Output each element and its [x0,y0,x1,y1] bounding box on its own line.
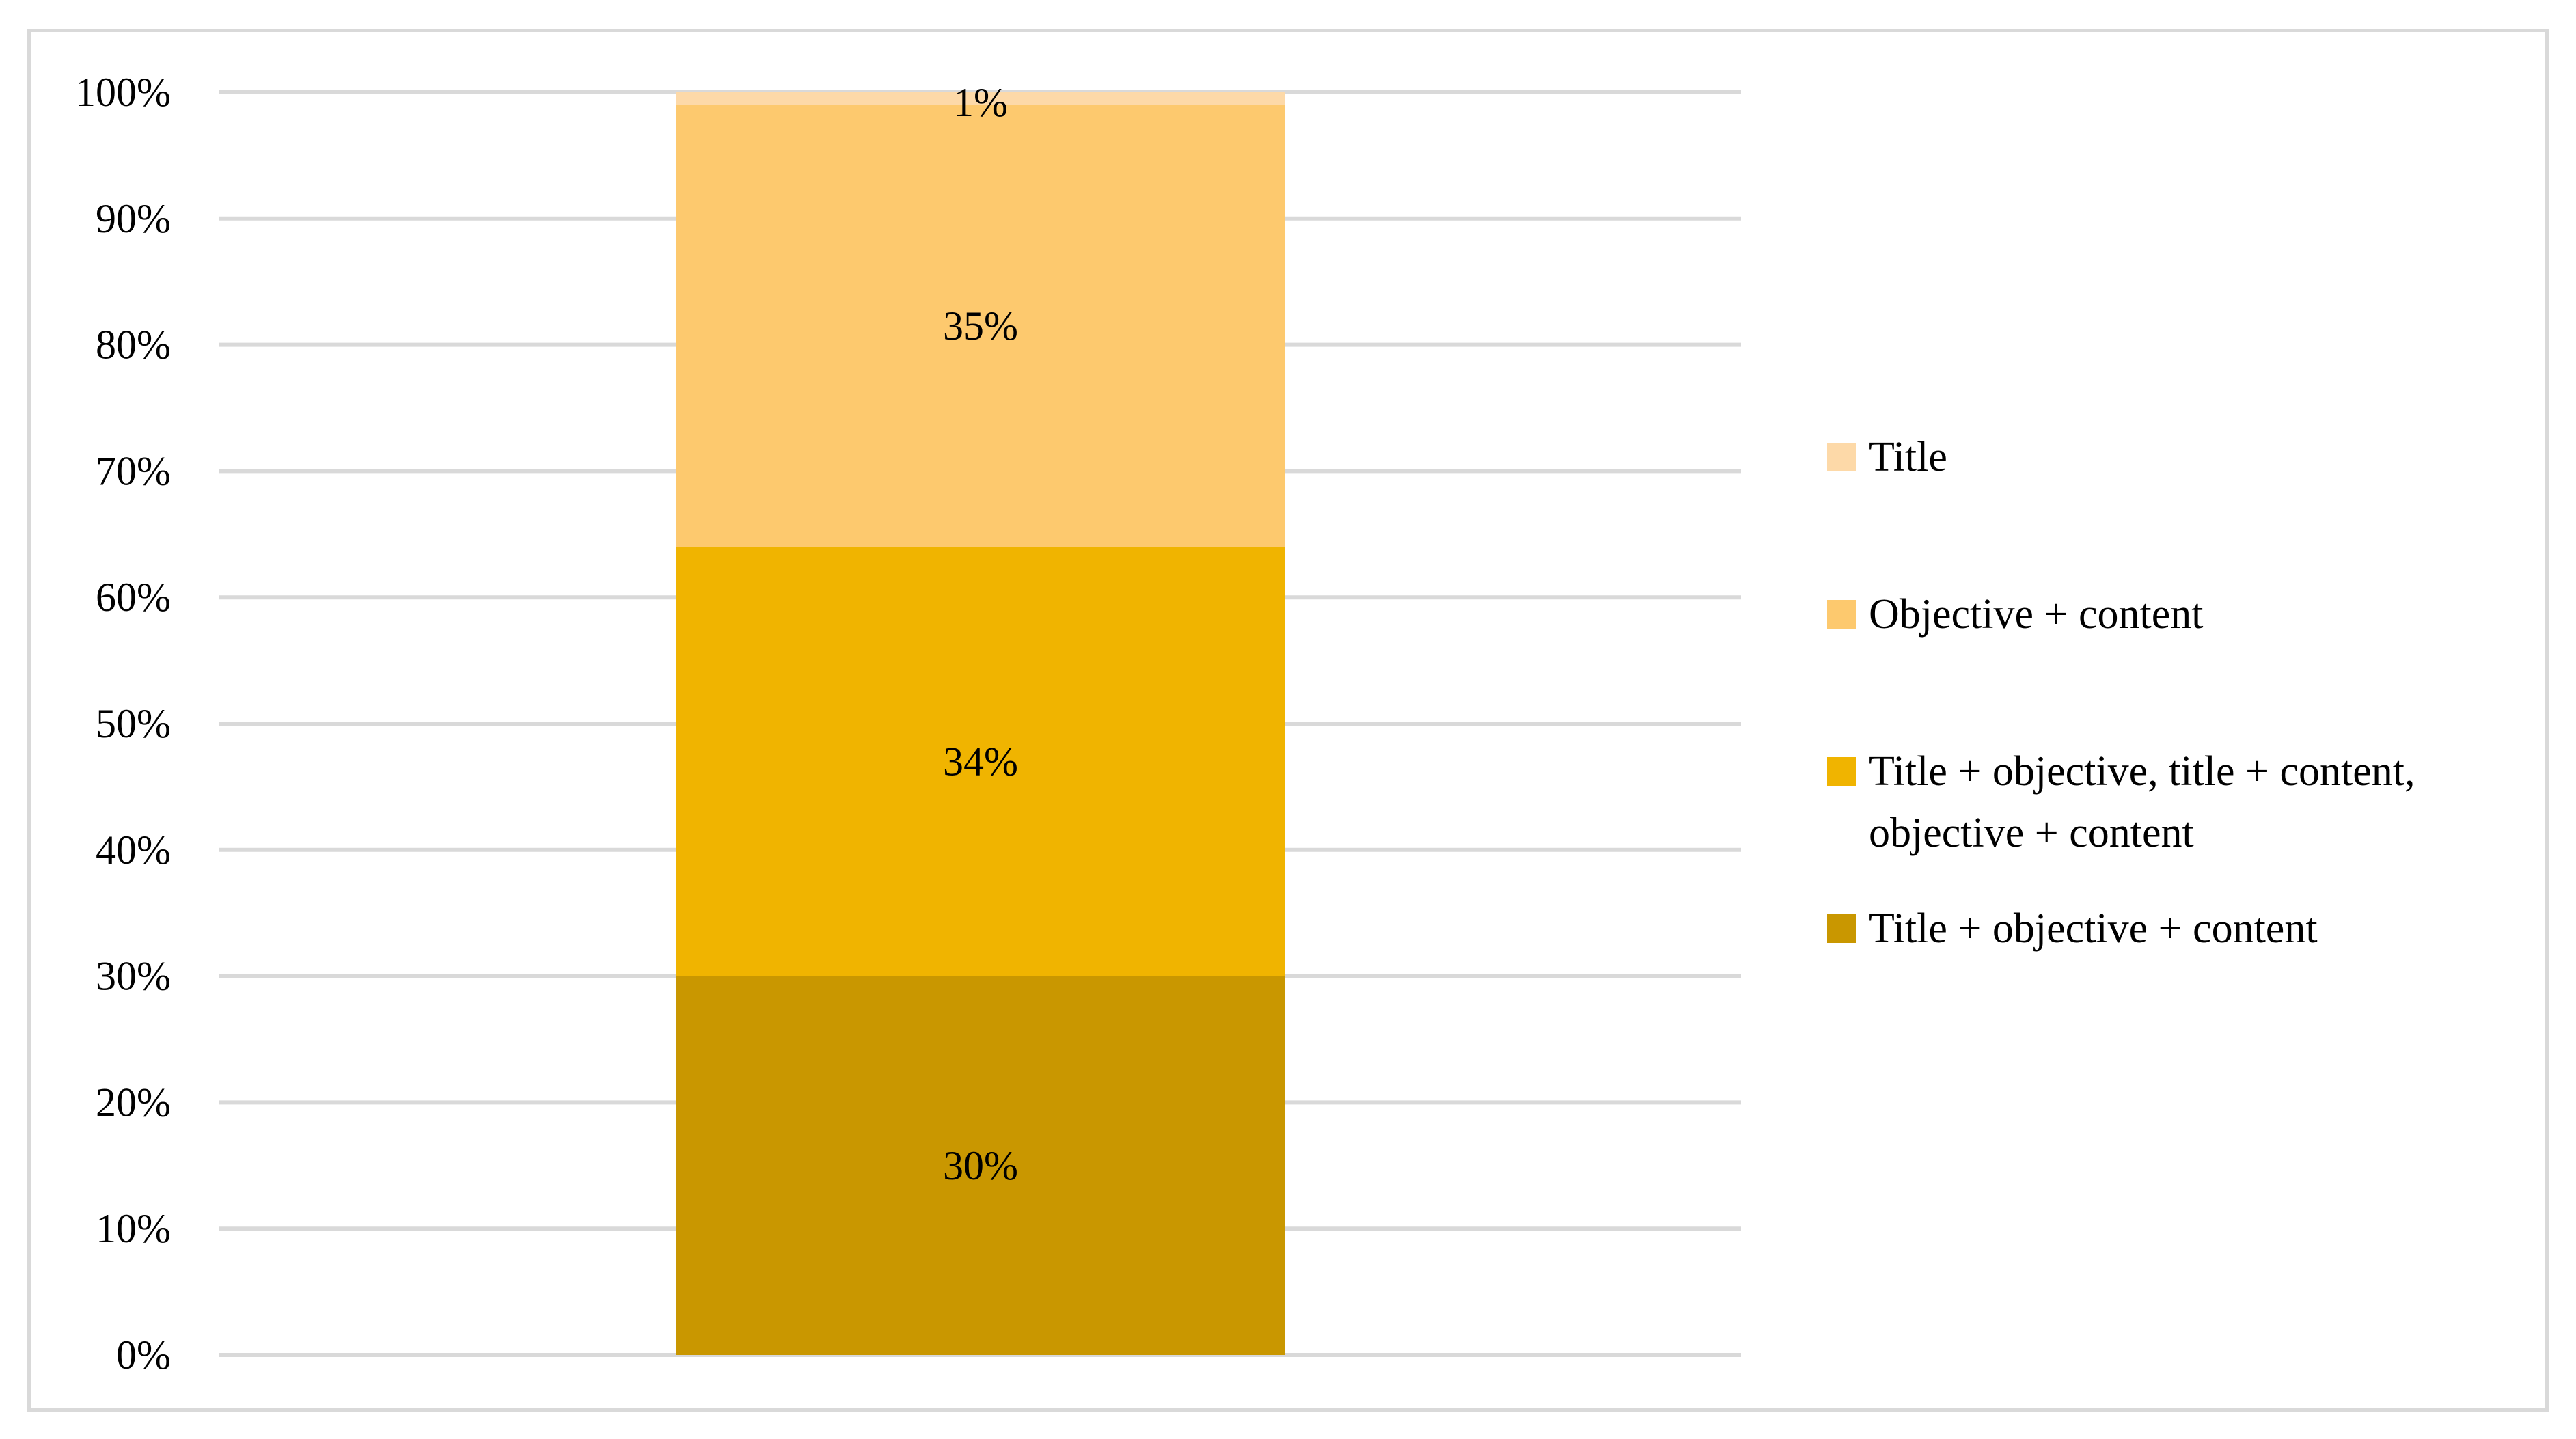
legend-swatch [1827,443,1856,471]
y-tick-label: 70% [96,448,171,493]
y-tick-label: 30% [96,954,171,999]
y-tick-label: 10% [96,1206,171,1251]
legend-item-label: Objective + content [1869,591,2203,638]
legend-swatch [1827,914,1856,943]
data-label: 1% [953,80,1008,125]
y-tick-label: 20% [96,1080,171,1125]
data-label: 34% [943,739,1018,784]
bar-segment [676,92,1285,105]
bar-segment [676,976,1285,1355]
y-tick-label: 50% [96,701,171,746]
legend-item-label: Title + objective, title + content, objec… [1869,748,2415,856]
bar-segment [676,547,1285,976]
legend: Title Objective + content Title + objectiv… [1827,434,2415,952]
legend-swatch [1827,757,1856,786]
legend-item-label: Title [1869,434,1947,480]
data-labels: 30% 34% 35% 1% [943,80,1018,1188]
y-tick-label: 40% [96,827,171,873]
legend-swatch [1827,600,1856,629]
legend-item-label: Title + objective + content [1869,905,2318,952]
y-tick-label: 60% [96,575,171,620]
y-tick-label: 0% [116,1332,171,1378]
y-tick-label: 80% [96,323,171,368]
bar-segment [676,105,1285,547]
bar-segments [676,92,1285,1355]
y-tick-label: 100% [75,70,171,115]
chart-frame [27,29,2549,1412]
data-label: 30% [943,1143,1018,1188]
data-label: 35% [943,303,1018,348]
y-tick-label: 90% [96,196,171,241]
y-axis-tick-labels: 0% 10% 20% 30% 40% 50% 60% 70% 80% 90% 100% [75,70,171,1378]
